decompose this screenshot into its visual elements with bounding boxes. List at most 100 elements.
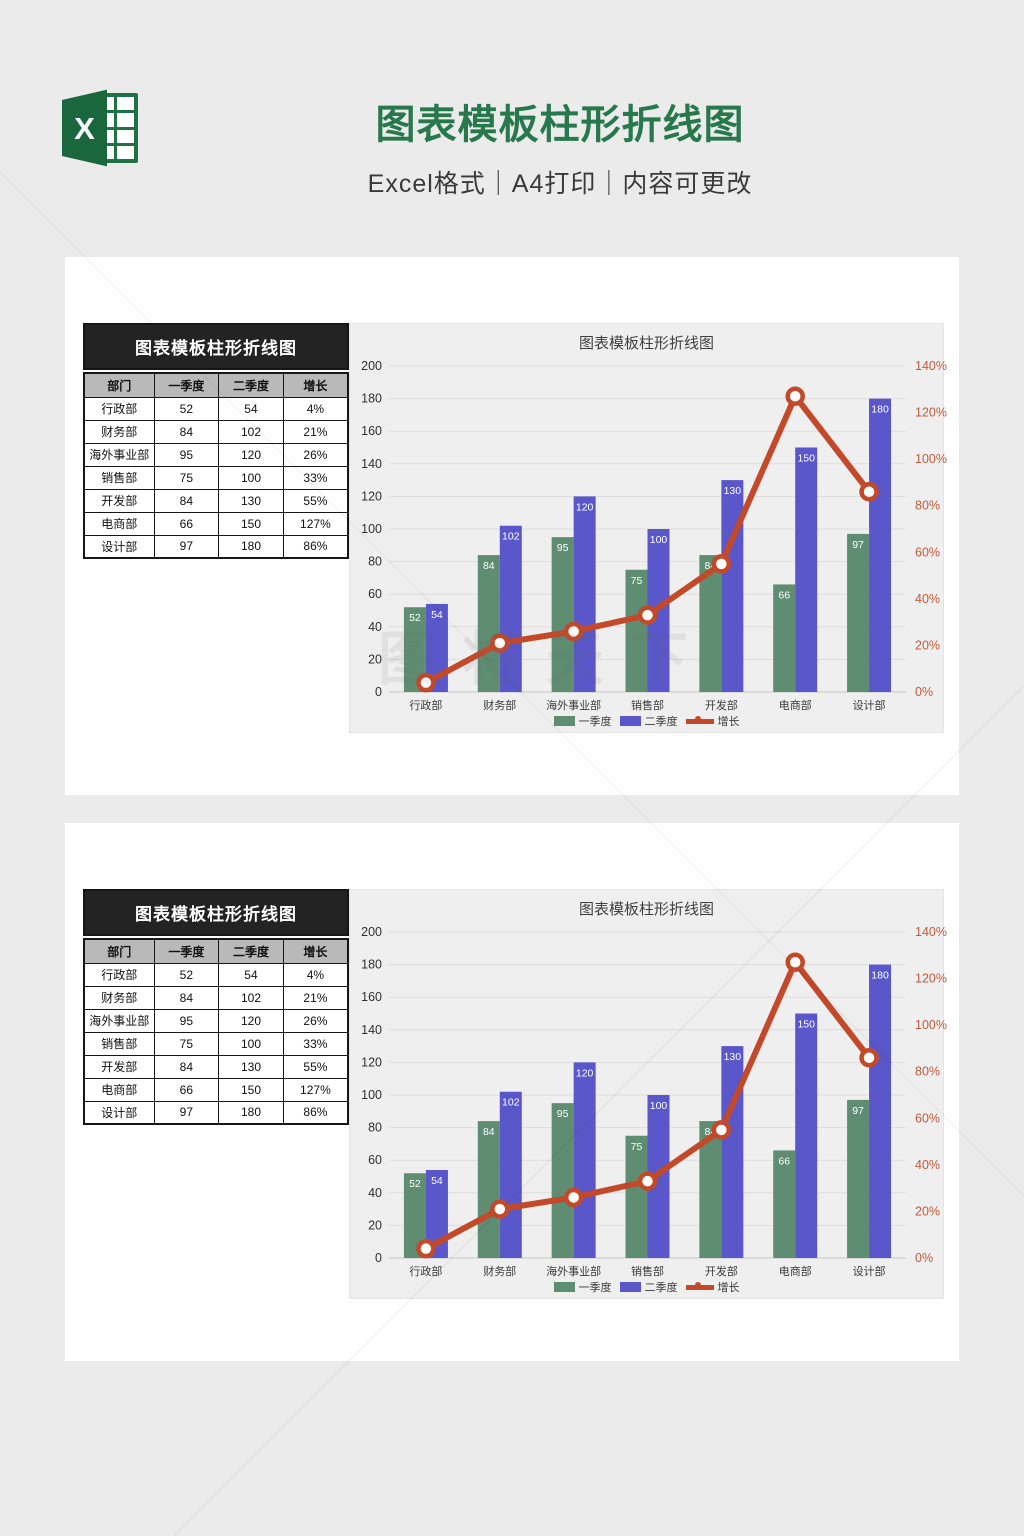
bar-value-label: 84 [483, 560, 495, 572]
bar-value-labels: 52 54 84 102 95 120 75 100 84 130 66 150 97 180 [409, 404, 889, 625]
right-axis-tick-label: 140% [915, 359, 947, 373]
excel-logo: X [62, 88, 138, 168]
growth-marker [490, 1199, 510, 1219]
bar-q1 [551, 537, 574, 692]
left-axis-tick-label: 20 [368, 1218, 382, 1232]
growth-marker [859, 1047, 879, 1068]
right-axis-tick-label: 140% [915, 925, 947, 939]
chart-legend: 一季度 二季度 增长 [350, 713, 943, 729]
bar-q2 [721, 480, 744, 692]
table-row: 行政部 52 54 4% [83, 396, 349, 421]
bar-value-label: 95 [557, 1108, 569, 1120]
x-axis-label: 海外事业部 [546, 698, 601, 712]
bar-value-label: 100 [650, 534, 668, 546]
value-cell: 150 [218, 511, 284, 536]
value-cell: 86% [282, 534, 349, 559]
x-axis-label: 财务部 [483, 698, 516, 712]
department-cell: 设计部 [83, 534, 155, 559]
table-title: 图表模板柱形折线图 [83, 889, 349, 936]
bar-value-label: 75 [631, 575, 643, 587]
excel-fold-icon: X [62, 89, 107, 167]
bar-q1 [847, 533, 870, 692]
x-axis-label: 电商部 [779, 1264, 812, 1278]
bar-q2 [573, 496, 596, 692]
department-cell: 电商部 [83, 511, 155, 536]
bar-q1 [699, 1121, 722, 1258]
table-row: 销售部 75 100 33% [83, 465, 349, 490]
value-cell: 4% [282, 396, 349, 421]
value-cell: 33% [282, 465, 349, 490]
right-axis-tick-label: 80% [915, 1065, 940, 1079]
value-cell: 86% [282, 1100, 349, 1125]
value-cell: 66 [153, 511, 220, 536]
value-cell: 102 [218, 985, 284, 1010]
department-cell: 海外事业部 [83, 1008, 155, 1033]
left-axis-tick-label: 100 [361, 1088, 382, 1102]
department-cell: 财务部 [83, 985, 155, 1010]
department-cell: 开发部 [83, 1054, 155, 1079]
growth-marker [416, 672, 436, 693]
left-axis-tick-label: 200 [361, 925, 382, 939]
legend-label-growth: 增长 [717, 1282, 740, 1294]
value-cell: 130 [218, 1054, 284, 1079]
bar-value-label: 97 [852, 1105, 864, 1117]
left-axis-tick-label: 140 [361, 457, 382, 471]
legend-line-marker-icon [685, 715, 714, 724]
department-cell: 设计部 [83, 1100, 155, 1125]
bar-value-label: 120 [576, 501, 594, 513]
bar-value-label: 84 [483, 1126, 495, 1138]
bar-q1 [477, 1121, 500, 1258]
right-axis-tick-label: 60% [915, 1111, 940, 1125]
growth-marker [711, 554, 732, 574]
legend-item-growth: 增长 [685, 713, 740, 729]
bar-value-label: 130 [724, 1051, 742, 1063]
growth-marker [416, 1238, 436, 1259]
right-axis-tick-label: 40% [915, 1158, 940, 1172]
table-row: 电商部 66 150 127% [83, 1077, 349, 1102]
department-cell: 行政部 [83, 396, 155, 421]
value-cell: 26% [282, 442, 349, 467]
bar-q2 [425, 1169, 448, 1258]
bar-value-label: 150 [797, 453, 815, 465]
left-axis-tick-label: 60 [368, 1153, 382, 1167]
legend-swatch-q2 [619, 1282, 641, 1292]
value-cell: 150 [218, 1077, 284, 1102]
column-header: 部门 [83, 938, 155, 964]
x-axis-label: 开发部 [705, 1264, 738, 1278]
legend-ring-icon [694, 1281, 701, 1288]
chart-canvas: 0 20 40 60 80 100 120 140 160 180 200 0% 20% 40% 60% 80… [361, 359, 947, 712]
left-axis-tick-label: 80 [368, 555, 382, 569]
left-axis-tick-label: 0 [375, 685, 382, 699]
growth-marker [785, 386, 805, 407]
right-axis-tick-label: 100% [915, 1018, 947, 1032]
legend-swatch-q1 [553, 1282, 575, 1292]
bar-value-label: 52 [409, 1178, 421, 1190]
department-cell: 销售部 [83, 1031, 155, 1056]
value-cell: 75 [153, 465, 220, 490]
value-cell: 180 [218, 534, 284, 559]
page-title: 图表模板柱形折线图 [375, 103, 745, 147]
legend-swatch-q2 [619, 716, 641, 726]
legend-label-q1: 一季度 [578, 716, 612, 728]
growth-marker [563, 621, 584, 642]
value-cell: 120 [218, 442, 284, 467]
column-header: 增长 [282, 938, 349, 964]
bar-q1 [551, 1103, 574, 1258]
department-cell: 开发部 [83, 488, 155, 513]
bar-q1 [847, 1099, 870, 1258]
right-axis-tick-label: 120% [915, 406, 947, 420]
bar-value-label: 54 [431, 609, 443, 621]
bar-q2 [425, 603, 448, 692]
table-row: 开发部 84 130 55% [83, 1054, 349, 1079]
x-axis-label: 海外事业部 [546, 1264, 601, 1278]
legend-label-q2: 二季度 [644, 716, 678, 728]
legend-item-q1: 一季度 [553, 713, 612, 729]
value-cell: 54 [218, 962, 284, 987]
value-cell: 26% [282, 1008, 349, 1033]
table-row: 行政部 52 54 4% [83, 962, 349, 987]
legend-item-growth: 增长 [685, 1279, 740, 1295]
department-cell: 海外事业部 [83, 442, 155, 467]
bar-value-label: 180 [871, 404, 889, 416]
bar-value-label: 97 [852, 539, 864, 551]
left-axis-tick-label: 120 [361, 1055, 382, 1069]
